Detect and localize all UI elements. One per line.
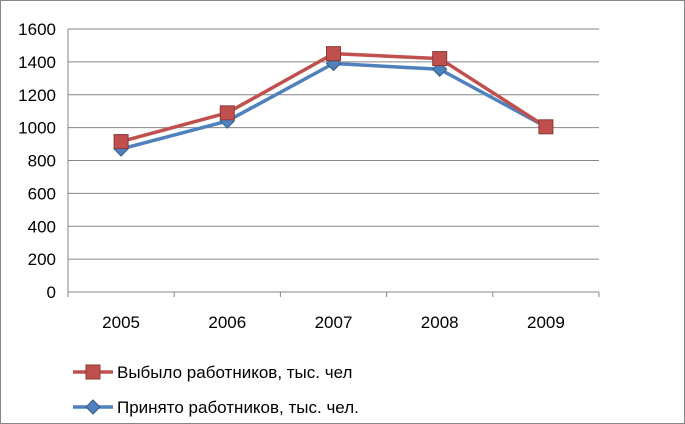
x-tick-label: 2009 [527, 313, 565, 332]
x-tick-label: 2007 [315, 313, 353, 332]
y-tick-label: 600 [28, 184, 56, 203]
y-tick-label: 1200 [18, 86, 56, 105]
y-tick-label: 0 [47, 283, 56, 302]
data-point-series-1 [432, 51, 448, 67]
y-tick-label: 1400 [18, 53, 56, 72]
y-tick-label: 800 [28, 152, 56, 171]
series-line-2 [120, 61, 547, 151]
data-point-series-1 [113, 134, 129, 150]
y-tick-label: 400 [28, 217, 56, 236]
y-tick-label: 1600 [18, 20, 56, 39]
legend-marker-2 [85, 399, 101, 415]
x-tick-label: 2005 [102, 313, 140, 332]
data-point-series-1 [326, 46, 341, 62]
x-tick-label: 2006 [208, 313, 246, 332]
legend-label-2: Принято работников, тыс. чел. [117, 398, 359, 417]
y-tick-label: 1000 [18, 119, 56, 138]
y-tick-label: 200 [28, 250, 56, 269]
data-point-series-1 [219, 105, 235, 121]
legend-marker-1 [85, 364, 101, 380]
data-point-series-1 [538, 119, 554, 135]
legend-label-1: Выбыло работников, тыс. чел [117, 363, 352, 382]
x-tick-label: 2008 [421, 313, 459, 332]
